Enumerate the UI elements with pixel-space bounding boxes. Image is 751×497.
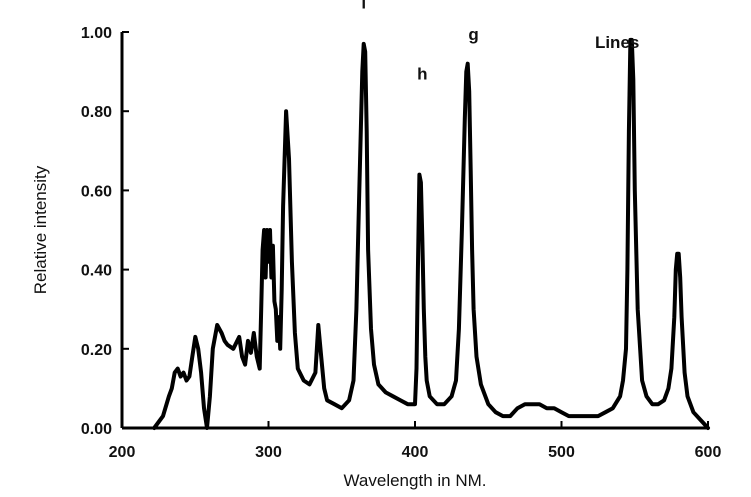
x-tick-label: 600 xyxy=(695,444,722,461)
x-axis-label: Wavelength in NM. xyxy=(344,471,487,490)
x-tick-label: 400 xyxy=(402,444,429,461)
y-tick-label: 0.20 xyxy=(81,342,112,359)
annotation-label: Lines xyxy=(595,33,639,52)
y-tick-label: 0.00 xyxy=(81,421,112,438)
y-tick-label: 0.40 xyxy=(81,263,112,280)
y-axis-label: Relative intensity xyxy=(31,165,50,294)
peak-annotations: i h g Lines xyxy=(361,0,639,84)
annotation-label: g xyxy=(468,25,478,44)
annotation-label: h xyxy=(417,65,427,84)
x-tick-label: 200 xyxy=(109,444,136,461)
x-tick-label: 300 xyxy=(255,444,282,461)
annotation-label: i xyxy=(361,0,366,12)
spectrum-line xyxy=(152,37,710,430)
x-ticks: 200 300 400 500 600 xyxy=(109,421,722,461)
y-tick-label: 1.00 xyxy=(81,25,112,42)
x-tick-label: 500 xyxy=(548,444,575,461)
y-tick-label: 0.60 xyxy=(81,183,112,200)
y-ticks: 0.00 0.20 0.40 0.60 0.80 1.00 xyxy=(81,25,129,438)
y-tick-label: 0.80 xyxy=(81,104,112,121)
